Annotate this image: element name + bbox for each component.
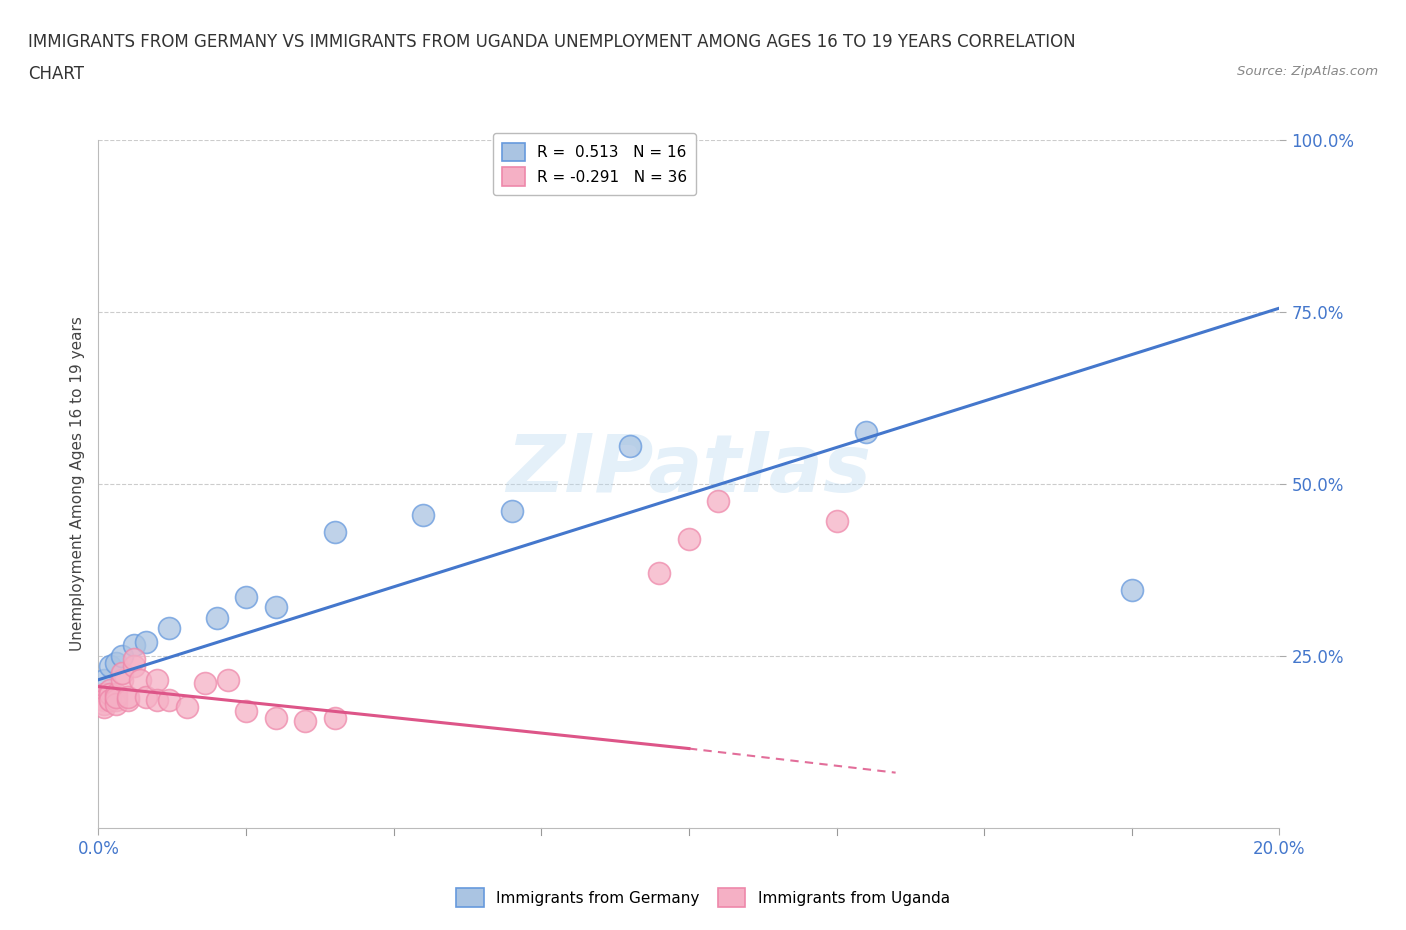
Text: CHART: CHART — [28, 65, 84, 83]
Point — [105, 689, 128, 704]
Point — [825, 514, 848, 529]
Point — [98, 658, 121, 673]
Point — [117, 693, 139, 708]
Legend: R =  0.513   N = 16, R = -0.291   N = 36: R = 0.513 N = 16, R = -0.291 N = 36 — [492, 133, 696, 195]
Point — [176, 700, 198, 715]
Point — [1121, 583, 1143, 598]
Point — [264, 711, 287, 725]
Point — [93, 693, 115, 708]
Point — [98, 683, 121, 698]
Y-axis label: Unemployment Among Ages 16 to 19 years: Unemployment Among Ages 16 to 19 years — [69, 316, 84, 651]
Point — [323, 525, 346, 539]
Point — [235, 703, 257, 718]
Point — [146, 672, 169, 687]
Point — [98, 693, 121, 708]
Point — [146, 693, 169, 708]
Point — [122, 652, 145, 667]
Point — [135, 689, 157, 704]
Text: IMMIGRANTS FROM GERMANY VS IMMIGRANTS FROM UGANDA UNEMPLOYMENT AMONG AGES 16 TO : IMMIGRANTS FROM GERMANY VS IMMIGRANTS FR… — [28, 33, 1076, 50]
Point — [93, 689, 115, 704]
Point — [105, 693, 128, 708]
Point — [122, 638, 145, 653]
Point — [128, 672, 150, 687]
Point — [93, 686, 115, 701]
Point — [105, 686, 128, 701]
Point — [217, 672, 239, 687]
Point — [678, 531, 700, 546]
Point — [235, 590, 257, 604]
Point — [111, 666, 134, 681]
Point — [111, 672, 134, 687]
Point — [105, 655, 128, 670]
Point — [194, 676, 217, 691]
Point — [98, 686, 121, 701]
Point — [264, 600, 287, 615]
Point — [98, 686, 121, 701]
Point — [117, 689, 139, 704]
Point — [619, 438, 641, 453]
Point — [157, 693, 180, 708]
Point — [323, 711, 346, 725]
Point — [501, 504, 523, 519]
Text: ZIPatlas: ZIPatlas — [506, 431, 872, 509]
Point — [98, 693, 121, 708]
Point — [122, 658, 145, 673]
Point — [93, 700, 115, 715]
Point — [135, 634, 157, 649]
Point — [648, 565, 671, 580]
Point — [157, 620, 180, 635]
Text: Source: ZipAtlas.com: Source: ZipAtlas.com — [1237, 65, 1378, 78]
Point — [294, 713, 316, 728]
Point — [111, 648, 134, 663]
Point — [855, 425, 877, 440]
Point — [93, 697, 115, 711]
Point — [93, 672, 115, 687]
Point — [412, 507, 434, 522]
Point — [105, 697, 128, 711]
Point — [707, 494, 730, 509]
Point — [205, 610, 228, 625]
Legend: Immigrants from Germany, Immigrants from Uganda: Immigrants from Germany, Immigrants from… — [450, 883, 956, 913]
